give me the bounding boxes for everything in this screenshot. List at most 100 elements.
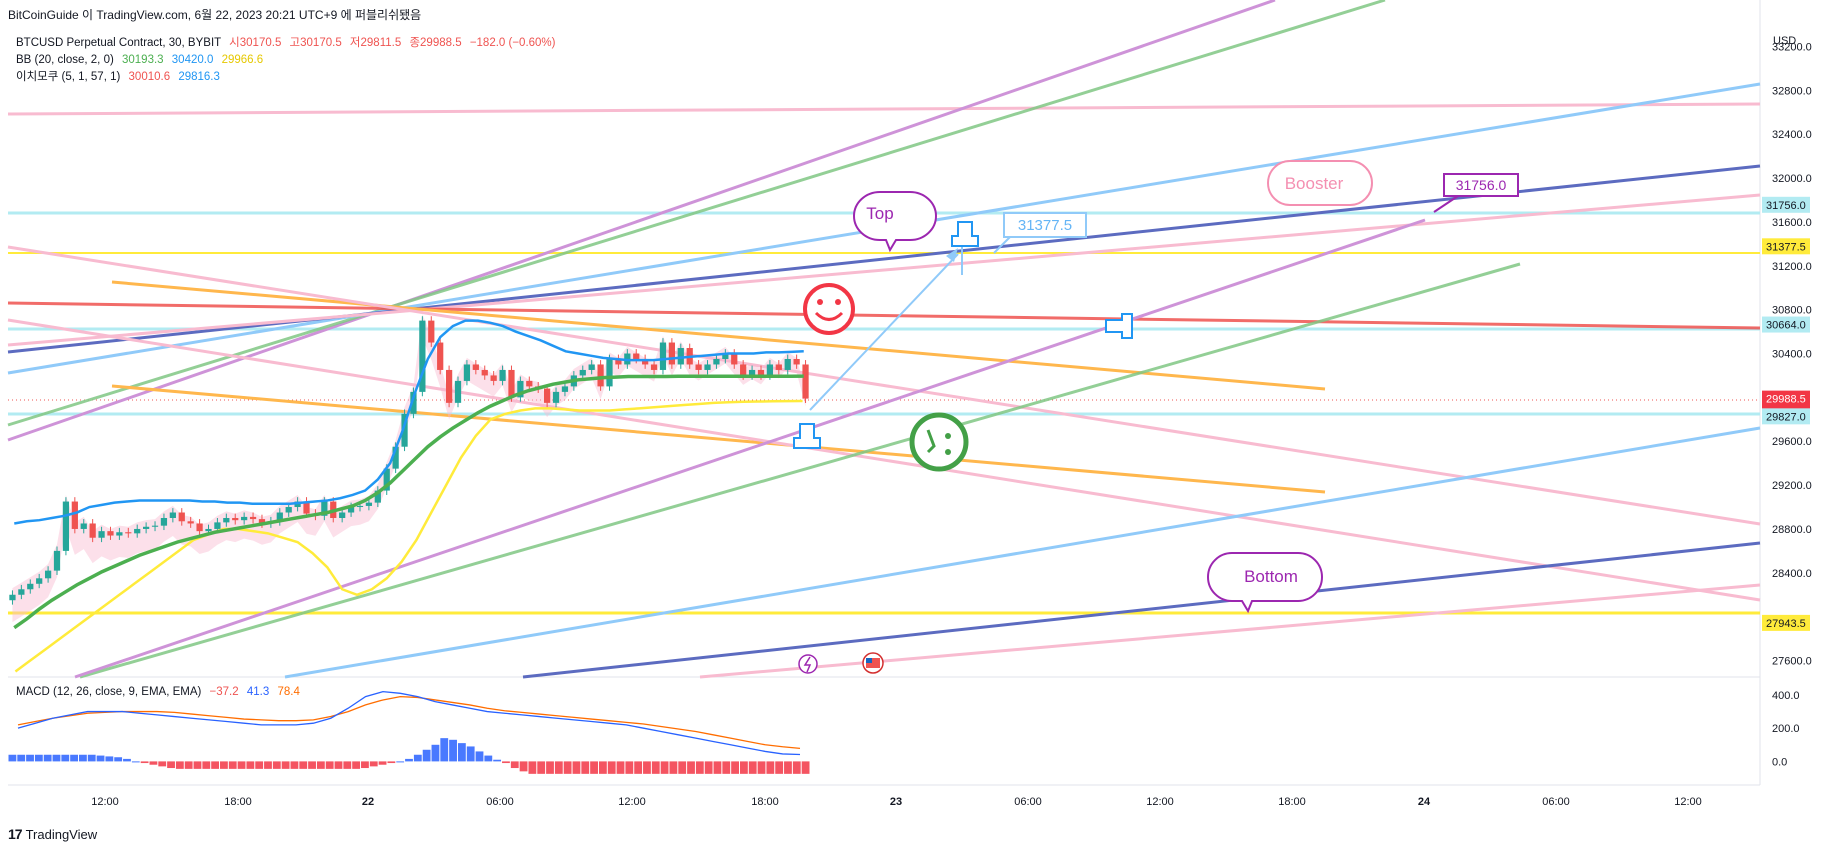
macd-bar[interactable] [669, 761, 678, 774]
candle[interactable] [276, 512, 283, 522]
candle[interactable] [499, 369, 506, 381]
footer-brand[interactable]: TradingView [25, 826, 98, 842]
macd-bar[interactable] [590, 761, 598, 774]
lightning-event-icon[interactable] [798, 654, 818, 674]
candle[interactable] [793, 358, 800, 365]
macd-bar[interactable] [554, 761, 563, 774]
symbol-label[interactable]: BTCUSD Perpetual Contract, 30, BYBIT [16, 37, 221, 49]
price-tag[interactable]: 31756.0 [1766, 200, 1806, 212]
bb-lower-line[interactable] [14, 399, 803, 673]
macd-bar[interactable] [387, 761, 396, 764]
candle[interactable] [356, 505, 364, 508]
macd-bar[interactable] [484, 755, 493, 762]
callout-bottom-text[interactable]: Bottom [1244, 567, 1298, 586]
macd-bar[interactable] [466, 746, 475, 762]
candle[interactable] [428, 320, 435, 343]
macd-bar[interactable] [158, 761, 167, 767]
candle[interactable] [249, 516, 257, 520]
label-31756[interactable]: 31756.0 [1433, 173, 1519, 213]
price-tag[interactable]: 31377.5 [1766, 241, 1806, 253]
candle[interactable] [784, 358, 791, 370]
candle[interactable] [303, 501, 310, 514]
macd-bar[interactable] [369, 761, 378, 767]
candle[interactable] [606, 358, 613, 387]
candle[interactable] [561, 386, 569, 392]
trend-pink-down-2[interactable] [7, 318, 1761, 602]
bb-upper-line[interactable] [14, 319, 804, 525]
macd-bar[interactable] [422, 749, 431, 762]
trend-green-lower[interactable] [79, 262, 1521, 679]
candle[interactable] [401, 413, 408, 447]
candle[interactable] [757, 369, 765, 376]
macd-bar[interactable] [607, 761, 616, 774]
macd-bar[interactable] [96, 755, 105, 762]
candle[interactable] [579, 369, 586, 376]
macd-bar[interactable] [713, 761, 722, 774]
macd-bar[interactable] [493, 759, 502, 762]
macd-bar[interactable] [325, 761, 334, 769]
label-31377[interactable]: 31377.5 [993, 212, 1087, 254]
candle[interactable] [668, 342, 675, 365]
candle[interactable] [490, 375, 497, 381]
macd-bar[interactable] [695, 761, 704, 774]
macd-bar[interactable] [563, 761, 572, 774]
candle[interactable] [178, 512, 185, 522]
macd-bar[interactable] [26, 754, 34, 762]
candle[interactable] [722, 353, 729, 359]
bollinger-bands[interactable] [13, 319, 804, 673]
macd-signal-line[interactable] [17, 695, 801, 750]
annotations[interactable]: Top Booster Bottom 31377.5 31756.0 [793, 160, 1519, 674]
macd-bar[interactable] [290, 761, 299, 769]
candle[interactable] [98, 531, 105, 538]
candle[interactable] [151, 525, 159, 527]
price-tag[interactable]: 27943.5 [1766, 618, 1806, 630]
macd-bar[interactable] [687, 761, 695, 774]
callout-booster-text[interactable]: Booster [1285, 174, 1344, 193]
candle[interactable] [526, 380, 533, 387]
candle[interactable] [374, 490, 381, 503]
candle[interactable] [196, 523, 203, 532]
trend-purple-upper[interactable] [7, 0, 1276, 442]
candle[interactable] [392, 446, 399, 469]
candle[interactable] [169, 512, 176, 518]
candle[interactable] [748, 369, 756, 376]
macd-bar[interactable] [704, 761, 713, 774]
macd-label[interactable]: MACD (12, 26, close, 9, EMA, EMA) [16, 686, 202, 698]
macd-bar[interactable] [52, 754, 61, 762]
macd-bar[interactable] [537, 761, 546, 774]
trend-purple-lower[interactable] [74, 218, 1426, 679]
candle[interactable] [44, 570, 52, 579]
candle[interactable] [285, 507, 292, 513]
candle[interactable] [107, 531, 114, 536]
macd-bar[interactable] [775, 761, 784, 774]
macd-histogram[interactable] [8, 738, 810, 774]
candle[interactable] [321, 501, 328, 516]
us-flag-event-icon[interactable] [862, 652, 884, 674]
macd-lines[interactable] [17, 690, 801, 756]
candle[interactable] [472, 364, 479, 370]
macd-bar[interactable] [334, 761, 343, 769]
bb-label[interactable]: BB (20, close, 2, 0) [16, 54, 114, 66]
macd-bar[interactable] [87, 754, 96, 762]
macd-bar[interactable] [61, 754, 70, 762]
pink-top-line[interactable] [7, 102, 1761, 116]
trend-pink-upper[interactable] [7, 193, 1761, 347]
macd-bar[interactable] [43, 754, 52, 762]
macd-bar[interactable] [572, 761, 581, 774]
trend-orange-upper[interactable] [111, 280, 1326, 391]
trend-orange-lower[interactable] [111, 384, 1326, 494]
macd-bar[interactable] [748, 761, 757, 774]
macd-bar[interactable] [598, 761, 607, 774]
price-tags[interactable]: 31756.031377.530664.029988.508:5029827.0… [1762, 196, 1810, 631]
macd-bar[interactable] [757, 761, 766, 774]
candle[interactable] [766, 364, 774, 376]
macd-bar[interactable] [140, 761, 149, 764]
macd-bar[interactable] [105, 756, 114, 762]
macd-bar[interactable] [731, 761, 739, 774]
candle[interactable] [62, 501, 70, 551]
trend-navy-lower[interactable] [522, 541, 1761, 679]
macd-bar[interactable] [299, 761, 308, 769]
smiley-confused-icon[interactable] [909, 412, 969, 472]
trend-blue-lower[interactable] [284, 426, 1761, 679]
candle[interactable] [740, 364, 747, 376]
